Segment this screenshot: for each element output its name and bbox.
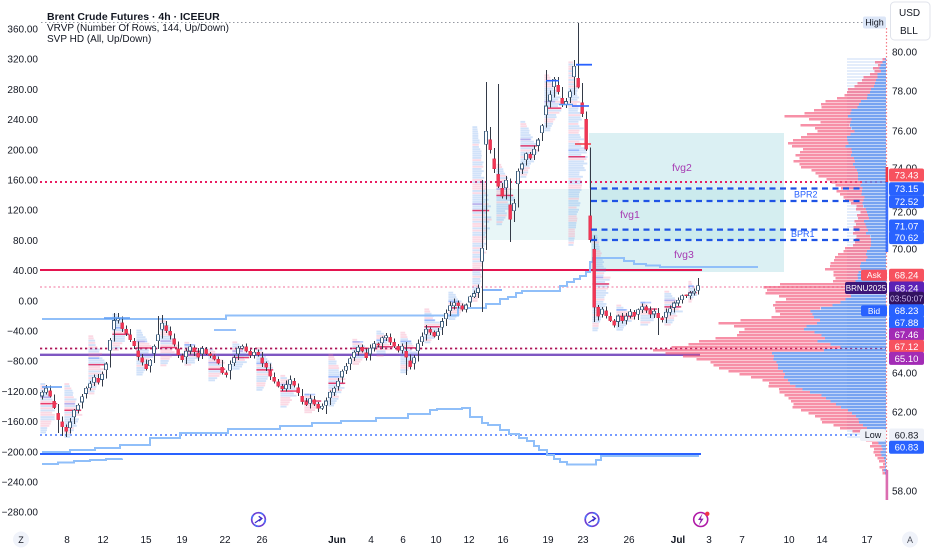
svg-text:70.00: 70.00: [892, 245, 917, 256]
svg-text:High: High: [865, 18, 884, 28]
svg-text:Jun: Jun: [328, 535, 346, 546]
svg-text:67.46: 67.46: [895, 330, 919, 341]
svg-text:19: 19: [542, 535, 554, 546]
svg-text:−240.00: −240.00: [2, 478, 39, 489]
svg-text:BRNU2025: BRNU2025: [846, 284, 887, 293]
svg-text:62.00: 62.00: [892, 408, 917, 419]
svg-text:0.00: 0.00: [19, 296, 39, 307]
svg-text:71.07: 71.07: [895, 221, 919, 232]
svg-text:−200.00: −200.00: [2, 447, 39, 458]
svg-text:Z: Z: [18, 535, 24, 545]
svg-text:67.88: 67.88: [895, 318, 919, 329]
svg-text:−80.00: −80.00: [7, 357, 38, 368]
svg-text:120.00: 120.00: [7, 206, 38, 217]
svg-text:73.43: 73.43: [895, 170, 919, 181]
svg-text:Brent Crude Futures · 4h · ICE: Brent Crude Futures · 4h · ICEEUR: [47, 11, 220, 23]
svg-text:3: 3: [706, 535, 712, 546]
svg-text:72.00: 72.00: [892, 208, 917, 219]
svg-text:14: 14: [816, 535, 828, 546]
svg-text:−40.00: −40.00: [7, 327, 38, 338]
svg-text:12: 12: [97, 535, 109, 546]
svg-text:Ask: Ask: [867, 270, 882, 280]
svg-text:10: 10: [783, 535, 795, 546]
svg-text:80.00: 80.00: [892, 48, 917, 59]
svg-text:65.10: 65.10: [895, 354, 919, 365]
svg-text:76.00: 76.00: [892, 126, 917, 137]
svg-text:240.00: 240.00: [7, 115, 38, 126]
svg-text:26: 26: [623, 535, 635, 546]
svg-text:68.24: 68.24: [895, 271, 919, 282]
svg-text:73.15: 73.15: [895, 184, 919, 195]
svg-text:58.00: 58.00: [892, 487, 917, 498]
svg-text:67.12: 67.12: [895, 342, 919, 353]
svg-text:4: 4: [368, 535, 374, 546]
svg-text:Bid: Bid: [868, 306, 881, 316]
svg-text:A: A: [907, 535, 913, 545]
svg-text:280.00: 280.00: [7, 85, 38, 96]
svg-text:22: 22: [219, 535, 231, 546]
svg-text:−280.00: −280.00: [2, 508, 39, 519]
svg-text:70.62: 70.62: [895, 233, 919, 244]
svg-text:6: 6: [400, 535, 406, 546]
svg-text:19: 19: [176, 535, 188, 546]
svg-text:200.00: 200.00: [7, 145, 38, 156]
svg-text:68.23: 68.23: [895, 306, 919, 317]
svg-text:64.00: 64.00: [892, 369, 917, 380]
svg-text:72.52: 72.52: [895, 197, 919, 208]
svg-text:7: 7: [739, 535, 745, 546]
svg-text:60.83: 60.83: [895, 430, 919, 441]
svg-text:17: 17: [861, 535, 873, 546]
svg-text:10: 10: [430, 535, 442, 546]
svg-text:fvg2: fvg2: [672, 162, 692, 174]
svg-text:78.00: 78.00: [892, 87, 917, 98]
svg-text:80.00: 80.00: [13, 236, 38, 247]
svg-text:fvg1: fvg1: [620, 209, 640, 221]
svg-text:USD: USD: [899, 8, 920, 19]
svg-text:23: 23: [577, 535, 589, 546]
svg-text:BPR1: BPR1: [791, 229, 815, 239]
svg-text:−120.00: −120.00: [2, 387, 39, 398]
svg-text:360.00: 360.00: [7, 25, 38, 36]
svg-text:03:50:07: 03:50:07: [890, 294, 923, 304]
svg-text:320.00: 320.00: [7, 55, 38, 66]
svg-text:BLL: BLL: [900, 26, 918, 37]
svg-text:fvg3: fvg3: [674, 249, 694, 261]
svg-text:40.00: 40.00: [13, 266, 38, 277]
svg-text:15: 15: [140, 535, 152, 546]
svg-text:BPR2: BPR2: [794, 190, 818, 200]
svg-text:68.24: 68.24: [895, 283, 919, 294]
svg-text:60.83: 60.83: [895, 443, 919, 454]
svg-text:26: 26: [256, 535, 268, 546]
svg-text:12: 12: [463, 535, 475, 546]
svg-text:SVP HD (All, Up/Down): SVP HD (All, Up/Down): [47, 34, 151, 45]
svg-text:Jul: Jul: [671, 535, 686, 546]
svg-text:Low: Low: [865, 430, 882, 440]
svg-text:8: 8: [64, 535, 70, 546]
svg-text:VRVP (Number Of Rows, 144, Up/: VRVP (Number Of Rows, 144, Up/Down): [47, 23, 229, 34]
svg-text:16: 16: [497, 535, 509, 546]
svg-text:−160.00: −160.00: [2, 417, 39, 428]
svg-text:160.00: 160.00: [7, 176, 38, 187]
